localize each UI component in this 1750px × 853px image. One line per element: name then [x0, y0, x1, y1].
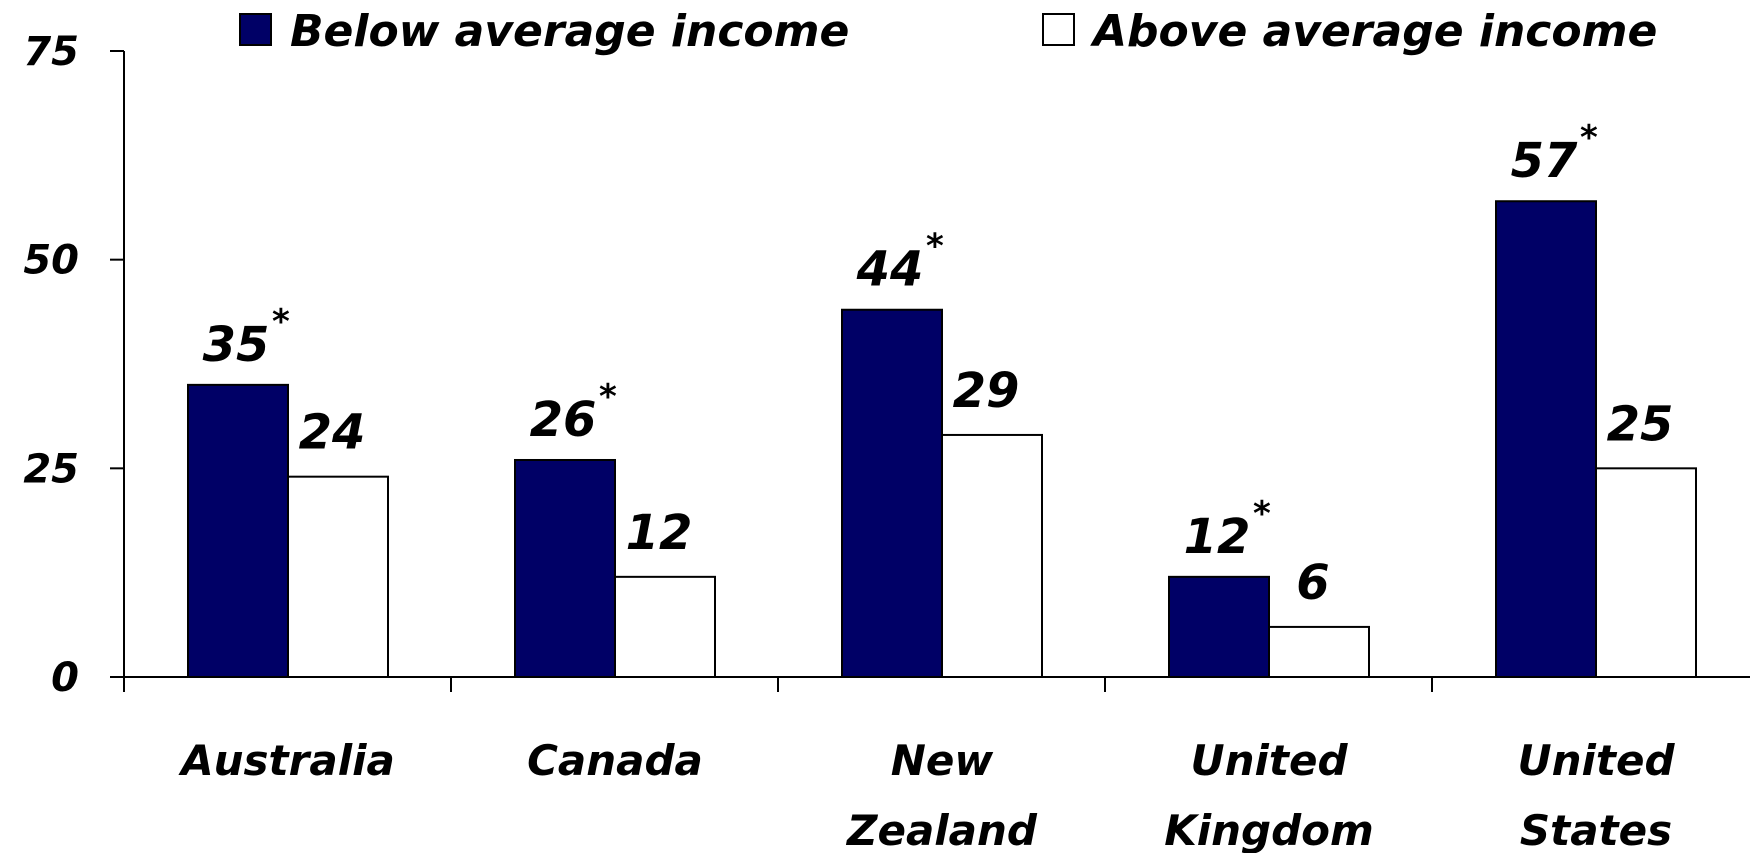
- value-label-below-average: 57: [1511, 133, 1578, 189]
- significance-marker: *: [1580, 118, 1598, 158]
- bar-below-average: [1168, 575, 1270, 679]
- category-label: Canada: [527, 736, 703, 785]
- value-label-below-average: 12: [1184, 509, 1251, 565]
- value-label-above-average: 29: [953, 363, 1020, 419]
- value-label-above-average: 6: [1296, 555, 1329, 611]
- value-label-above-average: 12: [626, 505, 693, 561]
- category-label: Zealand: [845, 806, 1038, 853]
- bar-below-average: [514, 458, 616, 678]
- y-tick-label: 25: [23, 446, 79, 492]
- bar-above-average: [287, 475, 389, 678]
- bar-below-average: [187, 383, 289, 678]
- axes: 0 25 50 75: [23, 29, 1750, 701]
- bar-above-average: [1595, 467, 1697, 679]
- category-label: United: [1190, 736, 1348, 785]
- value-label-above-average: 25: [1607, 396, 1674, 452]
- y-tick-label: 50: [23, 238, 79, 284]
- legend-swatch-above-average: [1042, 13, 1075, 46]
- category-label: States: [1520, 806, 1672, 853]
- significance-marker: *: [926, 227, 944, 267]
- bars: [187, 200, 1697, 679]
- significance-marker: *: [599, 377, 617, 417]
- legend-swatch-below-average: [239, 13, 272, 46]
- category-label: New: [891, 736, 994, 785]
- value-label-below-average: 26: [530, 392, 597, 448]
- bar-above-average: [614, 575, 716, 679]
- bar-below-average: [841, 308, 943, 678]
- y-tick-label: 75: [23, 29, 79, 75]
- legend-label-below-average: Below average income: [290, 6, 849, 57]
- y-tick-label: 0: [51, 655, 79, 701]
- bar-above-average: [941, 433, 1043, 678]
- legend: Below average income Above average incom…: [239, 6, 1657, 57]
- value-label-above-average: 24: [299, 405, 366, 461]
- bar-above-average: [1268, 625, 1370, 678]
- bar-below-average: [1495, 200, 1597, 679]
- value-label-below-average: 35: [203, 317, 270, 373]
- significance-marker: *: [272, 302, 290, 342]
- category-label: United: [1517, 736, 1675, 785]
- legend-label-above-average: Above average income: [1090, 6, 1657, 57]
- value-label-below-average: 44: [856, 242, 924, 298]
- category-labels: Australia Canada New Zealand United Kingdom Un…: [178, 736, 1675, 853]
- category-label: Kingdom: [1164, 806, 1374, 853]
- significance-marker: *: [1253, 494, 1271, 534]
- category-label: Australia: [178, 736, 395, 785]
